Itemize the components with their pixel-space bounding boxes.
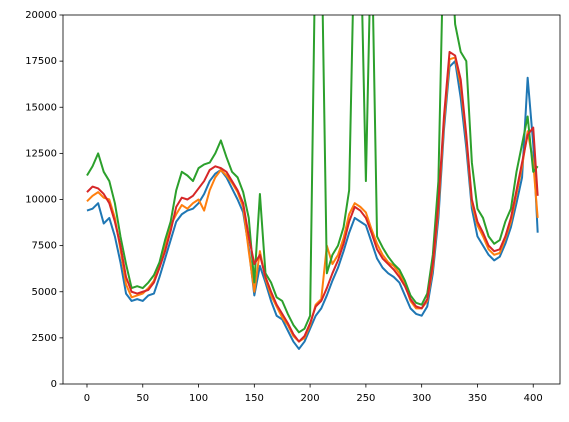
- x-tick-label: 350: [468, 393, 487, 404]
- y-tick-label: 2500: [32, 333, 57, 344]
- x-tick-label: 250: [356, 393, 375, 404]
- y-tick-label: 17500: [25, 56, 57, 67]
- x-tick-label: 200: [301, 393, 320, 404]
- plot-area: [86, 15, 539, 350]
- x-tick-label: 0: [84, 393, 90, 404]
- x-tick-label: 400: [524, 393, 543, 404]
- data-line: [86, 15, 539, 334]
- y-tick-label: 5000: [32, 287, 57, 298]
- y-tick-label: 15000: [25, 102, 57, 113]
- y-tick-label: 10000: [25, 195, 57, 206]
- y-tick-label: 0: [51, 379, 57, 390]
- y-tick-label: 12500: [25, 148, 57, 159]
- y-tick-label: 20000: [25, 10, 57, 21]
- y-tick-label: 7500: [32, 241, 57, 252]
- data-line: [86, 60, 539, 350]
- x-tick-label: 50: [136, 393, 149, 404]
- data-line: [86, 50, 539, 343]
- x-tick-label: 150: [245, 393, 264, 404]
- x-tick-label: 100: [189, 393, 208, 404]
- x-tick-label: 300: [412, 393, 431, 404]
